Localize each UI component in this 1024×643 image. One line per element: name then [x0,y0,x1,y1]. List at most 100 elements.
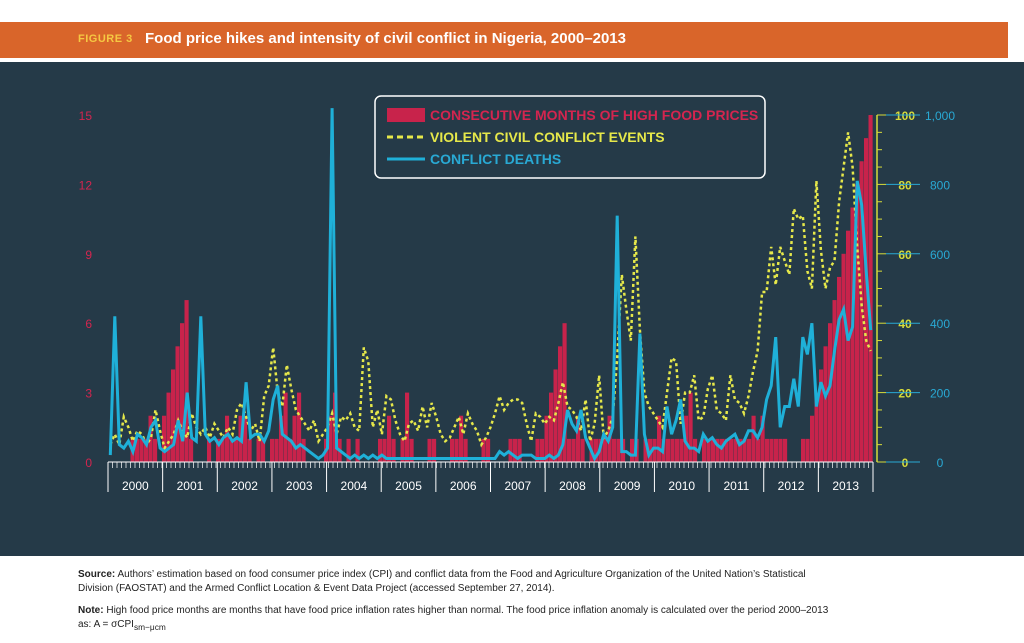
food-price-bar [823,346,828,462]
left-axis-tick: 12 [79,178,93,192]
food-price-bar [486,438,491,462]
food-price-bar [166,392,171,462]
food-price-bar [292,415,297,462]
left-axis-tick: 6 [85,317,92,331]
food-price-bar [778,438,783,462]
year-label: 2010 [668,479,695,493]
bar-series [130,115,873,462]
method-note: Note: High food price months are months … [78,604,838,634]
food-price-bar [603,438,608,462]
food-price-bar [171,369,176,462]
year-label: 2012 [778,479,805,493]
food-price-bar [711,438,716,462]
food-price-bar [180,323,185,462]
dashed-series [109,132,872,452]
food-price-bar [148,415,153,462]
food-price-bar [153,438,158,462]
left-axis-tick: 0 [85,456,92,470]
food-price-bar [481,438,486,462]
food-price-bar [765,438,770,462]
food-price-bar [297,392,302,462]
year-label: 2013 [832,479,859,493]
food-price-bar [243,415,248,462]
year-label: 2005 [395,479,422,493]
food-price-bar [841,253,846,462]
left-axis-tick: 15 [79,109,93,123]
right-axis-label: 1,000 [925,109,955,123]
food-price-bar [648,438,653,462]
food-price-bar [216,438,221,462]
food-price-bar [855,184,860,462]
food-price-bar [175,346,180,462]
food-price-bar [751,415,756,462]
food-price-bar [670,438,675,462]
legend-bars-label: CONSECUTIVE MONTHS OF HIGH FOOD PRICES [430,107,758,123]
food-price-bar [814,392,819,462]
year-label: 2004 [341,479,368,493]
right-axis-label: 800 [930,178,950,192]
year-label: 2000 [122,479,149,493]
food-price-bar [391,438,396,462]
conflict-deaths-line [108,108,873,462]
food-price-bar [828,323,833,462]
food-price-bar [135,438,140,462]
legend-box [374,95,766,179]
food-price-bar [540,438,545,462]
year-label: 2002 [231,479,258,493]
food-price-bar [733,438,738,462]
food-price-bar [742,438,747,462]
notes: Source: Authors’ estimation based on foo… [78,568,838,642]
food-price-bar [139,438,144,462]
food-price-bar [679,438,684,462]
food-price-bar [580,438,585,462]
food-price-bar [760,415,765,462]
food-price-bar [576,415,581,462]
food-price-bar [558,346,563,462]
figure-header: FIGURE 3 Food price hikes and intensity … [0,22,1008,58]
right-axis-label: 600 [930,248,950,262]
food-price-bar [549,392,554,462]
note-label: Note: [78,605,104,616]
food-price-bar [805,438,810,462]
food-price-bar [738,438,743,462]
right-axis-label: 0 [937,456,944,470]
line-series [108,108,873,462]
food-price-bar [225,415,230,462]
food-price-bar [184,300,189,462]
food-price-bar [616,438,621,462]
legend-bars-swatch [387,108,425,122]
food-price-bar [513,438,518,462]
food-price-bar [868,115,873,462]
food-price-bar [378,438,383,462]
note-text: High food price months are months that h… [78,605,829,630]
food-price-bar [234,438,239,462]
food-price-bar [756,438,761,462]
food-price-bar [535,438,540,462]
year-label: 2008 [559,479,586,493]
food-price-bar [571,438,576,462]
formula-subscript: sm−μcm [133,622,166,632]
food-price-bar [630,438,635,462]
food-price-bar [400,438,405,462]
figure-label: FIGURE 3 [78,33,133,45]
food-price-bar [832,300,837,462]
food-price-bar [567,438,572,462]
food-price-bar [382,438,387,462]
year-label: 2011 [723,479,749,493]
legend: CONSECUTIVE MONTHS OF HIGH FOOD PRICES V… [374,95,766,179]
food-price-bar [220,438,225,462]
food-price-bar [675,438,680,462]
food-price-bar [594,438,599,462]
food-price-bar [643,438,648,462]
year-label: 2006 [450,479,477,493]
food-price-bar [688,392,693,462]
food-price-bar [657,415,662,462]
food-price-bar [463,438,468,462]
food-price-bar [409,438,414,462]
food-price-bar [432,438,437,462]
food-price-bar [729,438,734,462]
food-price-bar [702,438,707,462]
food-price-bar [769,438,774,462]
food-price-bar [612,438,617,462]
mid-axis-label: 0 [902,456,909,470]
